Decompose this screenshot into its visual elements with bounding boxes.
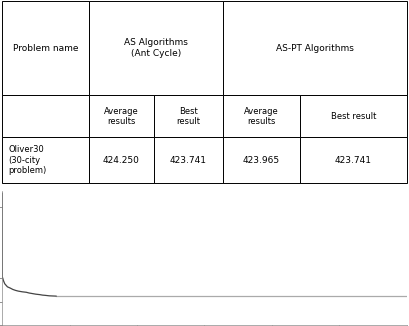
Text: Problem name: Problem name <box>13 43 78 52</box>
Bar <box>89 96 154 137</box>
Bar <box>2 1 89 96</box>
Text: Best result: Best result <box>330 112 376 121</box>
Text: Average
results: Average results <box>104 107 139 126</box>
Text: Best
result: Best result <box>176 107 200 126</box>
Bar <box>154 137 223 183</box>
Bar <box>300 137 407 183</box>
Bar <box>2 137 89 183</box>
Text: AS Algorithms
(Ant Cycle): AS Algorithms (Ant Cycle) <box>124 38 188 58</box>
Bar <box>300 96 407 137</box>
Bar <box>89 137 154 183</box>
Bar <box>154 96 223 137</box>
Text: 423.965: 423.965 <box>243 156 280 165</box>
Text: 423.741: 423.741 <box>170 156 207 165</box>
Text: Oliver30
(30-city
problem): Oliver30 (30-city problem) <box>8 145 46 175</box>
Text: Average
results: Average results <box>244 107 279 126</box>
Bar <box>89 1 223 96</box>
Text: 424.250: 424.250 <box>103 156 140 165</box>
Bar <box>223 137 300 183</box>
Text: 423.741: 423.741 <box>335 156 372 165</box>
Bar <box>223 1 407 96</box>
Text: AS-PT Algorithms: AS-PT Algorithms <box>276 43 354 52</box>
Bar <box>2 96 89 137</box>
Bar <box>223 96 300 137</box>
